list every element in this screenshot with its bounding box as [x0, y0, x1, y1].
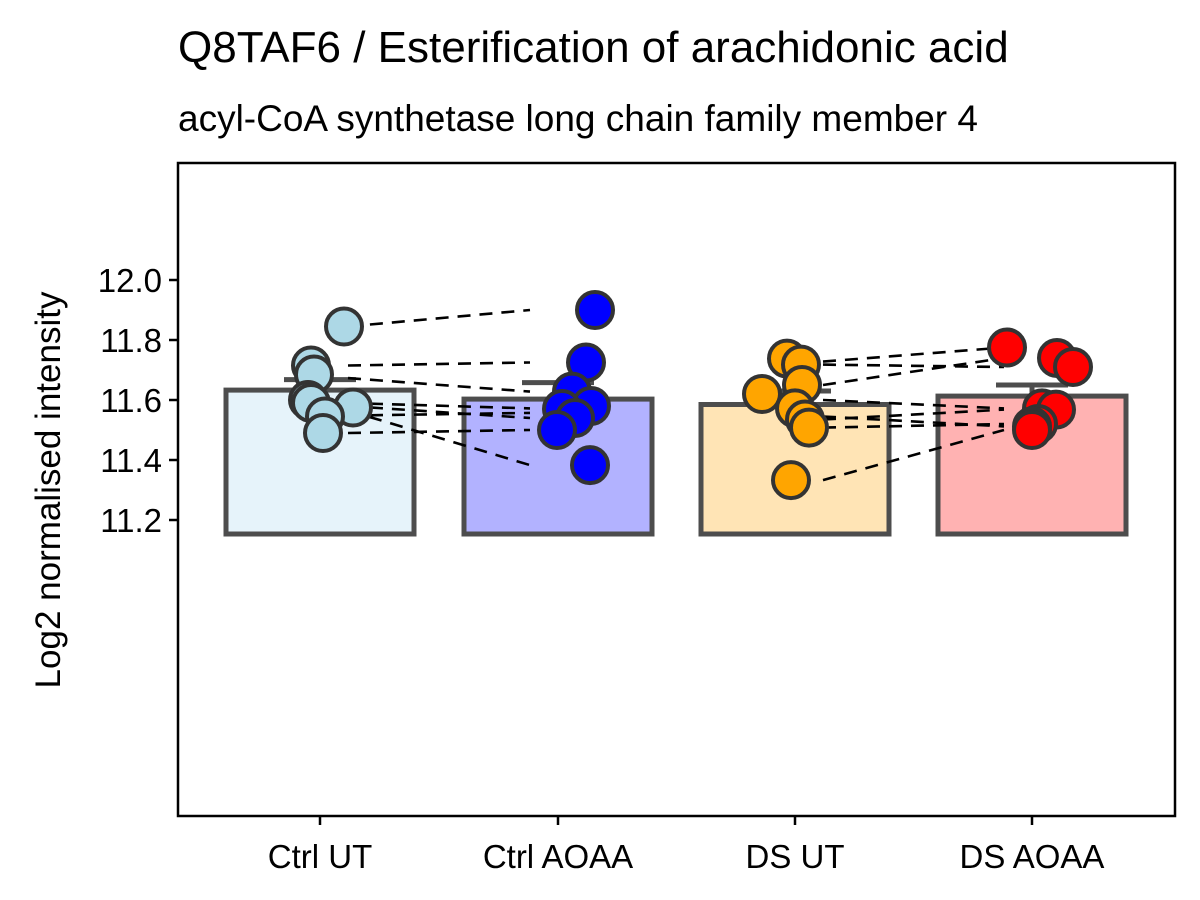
y-tick-label-3: 11.8: [100, 322, 162, 359]
pair-line-0: [347, 308, 531, 328]
data-point-2-3: [742, 374, 782, 414]
data-point-1-6: [537, 410, 577, 450]
x-tick-label-1: Ctrl AOAA: [483, 838, 633, 875]
pair-line-1: [347, 361, 531, 367]
y-tick-label-0: 11.2: [100, 502, 162, 539]
pair-line-9: [822, 356, 1005, 387]
pair-line-14: [822, 415, 1005, 428]
pair-lines: [347, 308, 1005, 482]
y-axis-title: Log2 normalised intensity: [29, 291, 68, 688]
pair-line-7: [347, 404, 531, 420]
pair-line-10: [822, 363, 1005, 369]
pair-line-4: [347, 411, 531, 417]
bar-3: [935, 393, 1129, 537]
pair-line-15: [822, 428, 1005, 482]
chart-subtitle: acyl-CoA synthetase long chain family me…: [178, 98, 978, 139]
pair-line-5: [347, 428, 531, 435]
pair-line-8: [822, 346, 1005, 363]
y-tick-label-2: 11.6: [100, 382, 162, 419]
x-tick-label-0: Ctrl UT: [268, 838, 372, 875]
plot-panel-border: [176, 161, 1177, 818]
data-points: [288, 290, 1093, 501]
data-point-3-7: [1012, 410, 1052, 450]
data-point-0-7: [303, 413, 343, 453]
pair-line-13: [822, 422, 1005, 429]
data-point-1-0: [575, 290, 615, 330]
data-point-3-2: [1053, 347, 1093, 387]
data-point-2-6: [789, 407, 829, 448]
pair-line-6: [347, 409, 531, 467]
data-point-1-7: [570, 445, 610, 486]
data-point-3-0: [987, 327, 1027, 368]
data-point-0-0: [324, 306, 364, 347]
y-tick-label-1: 11.4: [100, 442, 162, 479]
y-tick-label-4: 12.0: [98, 262, 162, 299]
x-axis: Ctrl UT Ctrl AOAA DS UT DS AOAA: [268, 816, 1105, 875]
x-tick-label-2: DS UT: [746, 838, 845, 875]
chart-title: Q8TAF6 / Esterification of arachidonic a…: [178, 23, 1009, 72]
pair-line-11: [822, 398, 1005, 410]
pair-line-2: [347, 376, 531, 393]
data-point-2-7: [771, 460, 811, 501]
y-axis: 11.2 11.4 11.6 11.8 12.0: [98, 262, 178, 539]
pair-line-3: [347, 401, 531, 410]
x-tick-label-3: DS AOAA: [960, 838, 1105, 875]
